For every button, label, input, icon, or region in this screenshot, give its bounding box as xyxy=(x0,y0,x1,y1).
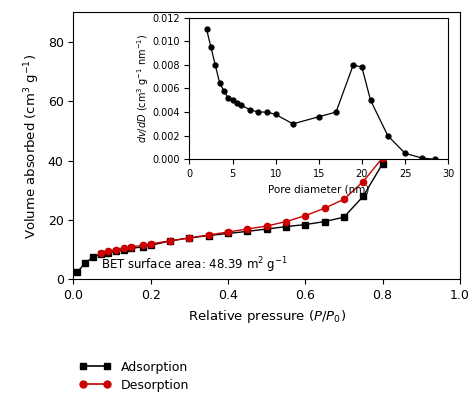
Adsorption xyxy=(206,233,211,238)
Desorption xyxy=(399,120,405,125)
Desorption xyxy=(186,236,192,240)
Adsorption xyxy=(113,249,119,254)
Y-axis label: Volume absorbed (cm$^3$ g$^{-1}$): Volume absorbed (cm$^3$ g$^{-1}$) xyxy=(23,53,42,238)
Desorption xyxy=(98,250,103,255)
Desorption xyxy=(128,245,134,249)
Adsorption xyxy=(380,161,385,166)
Desorption xyxy=(380,155,385,160)
Desorption xyxy=(245,226,250,231)
Adsorption xyxy=(418,84,424,89)
Adsorption xyxy=(82,261,88,266)
Desorption xyxy=(360,179,366,184)
X-axis label: Relative pressure ($P/P_0$): Relative pressure ($P/P_0$) xyxy=(188,308,346,325)
Adsorption xyxy=(399,129,405,134)
Desorption xyxy=(341,197,346,202)
Desorption xyxy=(264,224,269,229)
Desorption xyxy=(206,233,211,238)
Desorption xyxy=(105,249,111,254)
Adsorption xyxy=(74,270,80,275)
Adsorption xyxy=(322,219,328,224)
Adsorption xyxy=(302,222,308,227)
Desorption xyxy=(283,219,289,224)
Adsorption xyxy=(105,250,111,255)
Adsorption xyxy=(283,224,289,229)
Desorption xyxy=(322,206,328,211)
Desorption xyxy=(121,246,127,251)
Desorption xyxy=(225,229,231,234)
Desorption xyxy=(113,247,119,252)
Legend: Adsorption, Desorption: Adsorption, Desorption xyxy=(80,360,189,392)
Line: Desorption: Desorption xyxy=(97,33,444,256)
Line: Adsorption: Adsorption xyxy=(74,33,444,275)
Adsorption xyxy=(245,229,250,234)
Adsorption xyxy=(225,231,231,236)
Adsorption xyxy=(148,243,154,248)
Desorption xyxy=(140,243,146,248)
Adsorption xyxy=(121,247,127,252)
Text: BET surface area: 48.39 m$^2$ g$^{-1}$: BET surface area: 48.39 m$^2$ g$^{-1}$ xyxy=(100,255,287,275)
Desorption xyxy=(418,84,424,89)
Adsorption xyxy=(341,215,346,219)
Adsorption xyxy=(264,226,269,231)
Desorption xyxy=(302,213,308,218)
Adsorption xyxy=(360,194,366,199)
Adsorption xyxy=(128,246,134,251)
Desorption xyxy=(148,241,154,246)
Adsorption xyxy=(98,252,103,257)
Adsorption xyxy=(186,236,192,240)
Desorption xyxy=(438,34,443,39)
Desorption xyxy=(167,238,173,243)
Adsorption xyxy=(140,245,146,249)
Adsorption xyxy=(167,238,173,243)
Adsorption xyxy=(438,34,443,39)
Adsorption xyxy=(90,255,96,260)
